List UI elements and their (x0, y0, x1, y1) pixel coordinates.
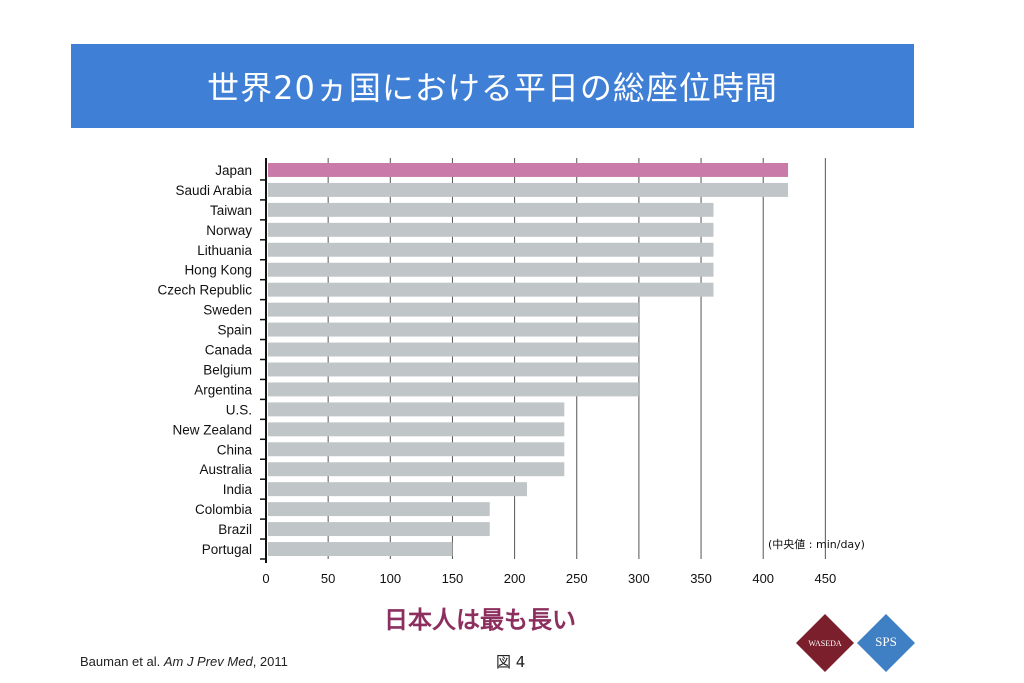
bar (268, 542, 453, 556)
category-label: New Zealand (172, 422, 252, 437)
x-tick-label: 50 (321, 571, 335, 586)
citation-journal: Am J Prev Med (163, 654, 253, 669)
category-label: Colombia (195, 502, 253, 517)
waseda-logo-text: WASEDA (808, 639, 842, 648)
sps-logo: SPS (857, 614, 915, 672)
category-label: India (223, 482, 253, 497)
bar (268, 282, 714, 297)
logos: WASEDA SPS (796, 614, 915, 672)
category-label: Lithuania (197, 243, 252, 258)
category-label: Hong Kong (184, 263, 252, 278)
x-tick-label: 0 (262, 571, 269, 586)
bar (268, 342, 639, 357)
unit-note: (中央値 : min/day) (768, 538, 865, 551)
axes (260, 158, 267, 563)
category-label: Belgium (203, 362, 252, 377)
category-label: Spain (217, 323, 252, 338)
category-label: Australia (199, 462, 252, 477)
bar (268, 302, 639, 317)
bar (268, 202, 714, 217)
title-banner: 世界20ヵ国における平日の総座位時間 (71, 44, 914, 128)
sps-logo-text: SPS (875, 634, 897, 649)
bar (268, 402, 565, 417)
category-label: Taiwan (210, 203, 252, 218)
citation: Bauman et al. Am J Prev Med, 2011 (80, 654, 288, 669)
x-tick-label: 400 (752, 571, 774, 586)
bar (268, 182, 789, 197)
figure-label: 図 4 (496, 653, 526, 671)
bar (268, 362, 639, 377)
bar (268, 382, 639, 397)
x-tick-label: 450 (814, 571, 836, 586)
category-label: Norway (206, 223, 252, 238)
category-label: Czech Republic (157, 283, 252, 298)
bar (268, 442, 565, 457)
gridlines (327, 158, 826, 559)
slide-title: 世界20ヵ国における平日の総座位時間 (207, 69, 778, 107)
bar (268, 242, 714, 257)
bar (268, 322, 639, 337)
category-label: Brazil (218, 522, 252, 537)
conclusion-text: 日本人は最も長い (384, 606, 576, 634)
category-label: Saudi Arabia (175, 183, 252, 198)
x-tick-label: 100 (379, 571, 401, 586)
category-labels: Japan Saudi Arabia Taiwan Norway Lithuania Ho… (157, 163, 252, 557)
bar (268, 222, 714, 237)
bar (268, 482, 528, 497)
bars (268, 163, 789, 556)
category-label: China (217, 442, 253, 457)
tick-labels: 0 50 100 150 200 250 300 350 400 450 (262, 571, 836, 586)
category-label: U.S. (226, 402, 252, 417)
bar (268, 422, 565, 437)
bar (268, 262, 714, 277)
category-label: Argentina (194, 382, 252, 397)
bar (268, 462, 565, 477)
x-tick-label: 150 (442, 571, 464, 586)
bar (268, 502, 490, 517)
x-tick-label: 200 (504, 571, 526, 586)
citation-year: , 2011 (252, 654, 288, 669)
bar (268, 163, 789, 177)
category-label: Sweden (203, 303, 252, 318)
x-tick-label: 350 (690, 571, 712, 586)
category-label: Portugal (202, 542, 252, 557)
x-tick-label: 300 (628, 571, 650, 586)
citation-authors: Bauman et al. (80, 654, 164, 669)
x-tick-label: 250 (566, 571, 588, 586)
category-label: Canada (205, 343, 253, 358)
category-label: Japan (215, 163, 252, 178)
bar (268, 522, 490, 537)
waseda-logo: WASEDA (796, 614, 854, 672)
